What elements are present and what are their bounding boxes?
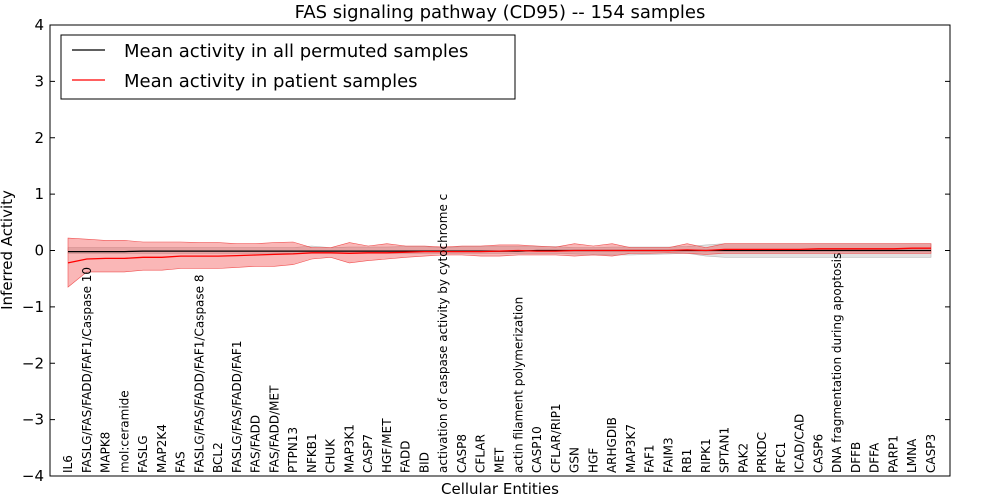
x-tick-label: MAP3K7 (624, 424, 638, 473)
x-tick-label: PTPN13 (286, 427, 300, 473)
x-tick-label: ARHGDIB (605, 417, 619, 473)
x-tick-label: FAF1 (643, 444, 657, 473)
y-tick-label: 1 (34, 185, 44, 203)
y-tick-label: −1 (22, 298, 44, 316)
x-tick-label: FAIM3 (661, 437, 675, 473)
x-tick-label: IL6 (61, 455, 75, 473)
line-patient (67, 247, 931, 264)
x-tick-label: HGF (586, 448, 600, 473)
x-tick-label: FASLG (136, 435, 150, 473)
x-tick-label: MET (493, 447, 507, 473)
x-tick-label: PRKDC (755, 432, 769, 473)
x-tick-label: SPTAN1 (718, 427, 732, 473)
legend-label-patient: Mean activity in patient samples (124, 71, 418, 92)
x-tick-label: GSN (568, 447, 582, 473)
x-tick-label: PARP1 (887, 435, 901, 473)
x-tick-label: FASLG/FAS/FADD/FAF1/Caspase 8 (192, 274, 206, 473)
chart-title: FAS signaling pathway (CD95) -- 154 samp… (295, 2, 706, 23)
x-tick-labels: IL6 FASLG/FAS/FADD/FAF1/Caspase 10 MAPK8 mo… (61, 194, 938, 473)
x-tick-label: ICAD/CAD (793, 414, 807, 473)
x-tick-label: MAP3K1 (342, 424, 356, 473)
x-tick-label: FASLG/FAS/FADD/FAF1 (230, 341, 244, 473)
x-tick-label: BID (418, 452, 432, 473)
x-tick-label: HGF/MET (380, 418, 394, 473)
x-tick-label: CASP6 (811, 434, 825, 473)
x-tick-label: RIPK1 (699, 438, 713, 473)
x-tick-label: activation of caspase activity by cytoch… (436, 194, 450, 473)
x-tick-label: FAS/FADD/MET (267, 385, 281, 473)
y-tick-label: 0 (34, 242, 44, 260)
x-tick-label: MAP2K4 (155, 424, 169, 473)
series-lines (67, 247, 931, 264)
x-tick-label: CFLAR (474, 434, 488, 473)
x-tick-label: FASLG/FAS/FADD/FAF1/Caspase 10 (80, 267, 94, 473)
y-tick-label: −2 (22, 354, 44, 372)
x-tick-label: MAPK8 (99, 432, 113, 473)
legend: Mean activity in all permuted samples Me… (60, 34, 516, 100)
x-tick-label: DFFB (849, 442, 863, 473)
x-tick-label: CASP7 (361, 434, 375, 473)
x-tick-label: CFLAR/RIP1 (549, 403, 563, 473)
x-tick-label: LMNA (905, 438, 919, 473)
x-tick-label: DFFA (868, 442, 882, 473)
y-tick-label: 4 (34, 16, 44, 34)
y-axis-ticks: −4 −3 −2 −1 0 1 2 3 4 (22, 16, 950, 485)
y-tick-label: 3 (34, 72, 44, 90)
x-tick-label: CASP8 (455, 434, 469, 473)
x-tick-label: CASP10 (530, 426, 544, 473)
x-tick-label: DNA fragmentation during apoptosis (830, 253, 844, 473)
x-tick-label: FAS/FADD (249, 415, 263, 473)
x-tick-label: PAK2 (736, 443, 750, 473)
x-tick-label: actin filament polymerization (511, 297, 525, 473)
y-tick-label: −3 (22, 411, 44, 429)
x-tick-label: NFKB1 (305, 433, 319, 473)
x-tick-label: FADD (399, 441, 413, 474)
x-tick-label: mol:ceramide (117, 390, 131, 473)
x-tick-label: FAS (174, 451, 188, 473)
y-tick-label: −4 (22, 467, 44, 485)
legend-box (60, 34, 516, 100)
x-tick-label: RFC1 (774, 442, 788, 473)
y-tick-label: 2 (34, 129, 44, 147)
x-tick-label: BCL2 (211, 442, 225, 473)
x-tick-label: RB1 (680, 449, 694, 473)
x-axis-label: Cellular Entities (441, 480, 559, 498)
x-tick-label: CASP3 (924, 434, 938, 473)
x-tick-label: CHUK (324, 438, 338, 473)
legend-label-permuted: Mean activity in all permuted samples (124, 41, 468, 62)
y-axis-label: Inferred Activity (0, 190, 16, 310)
